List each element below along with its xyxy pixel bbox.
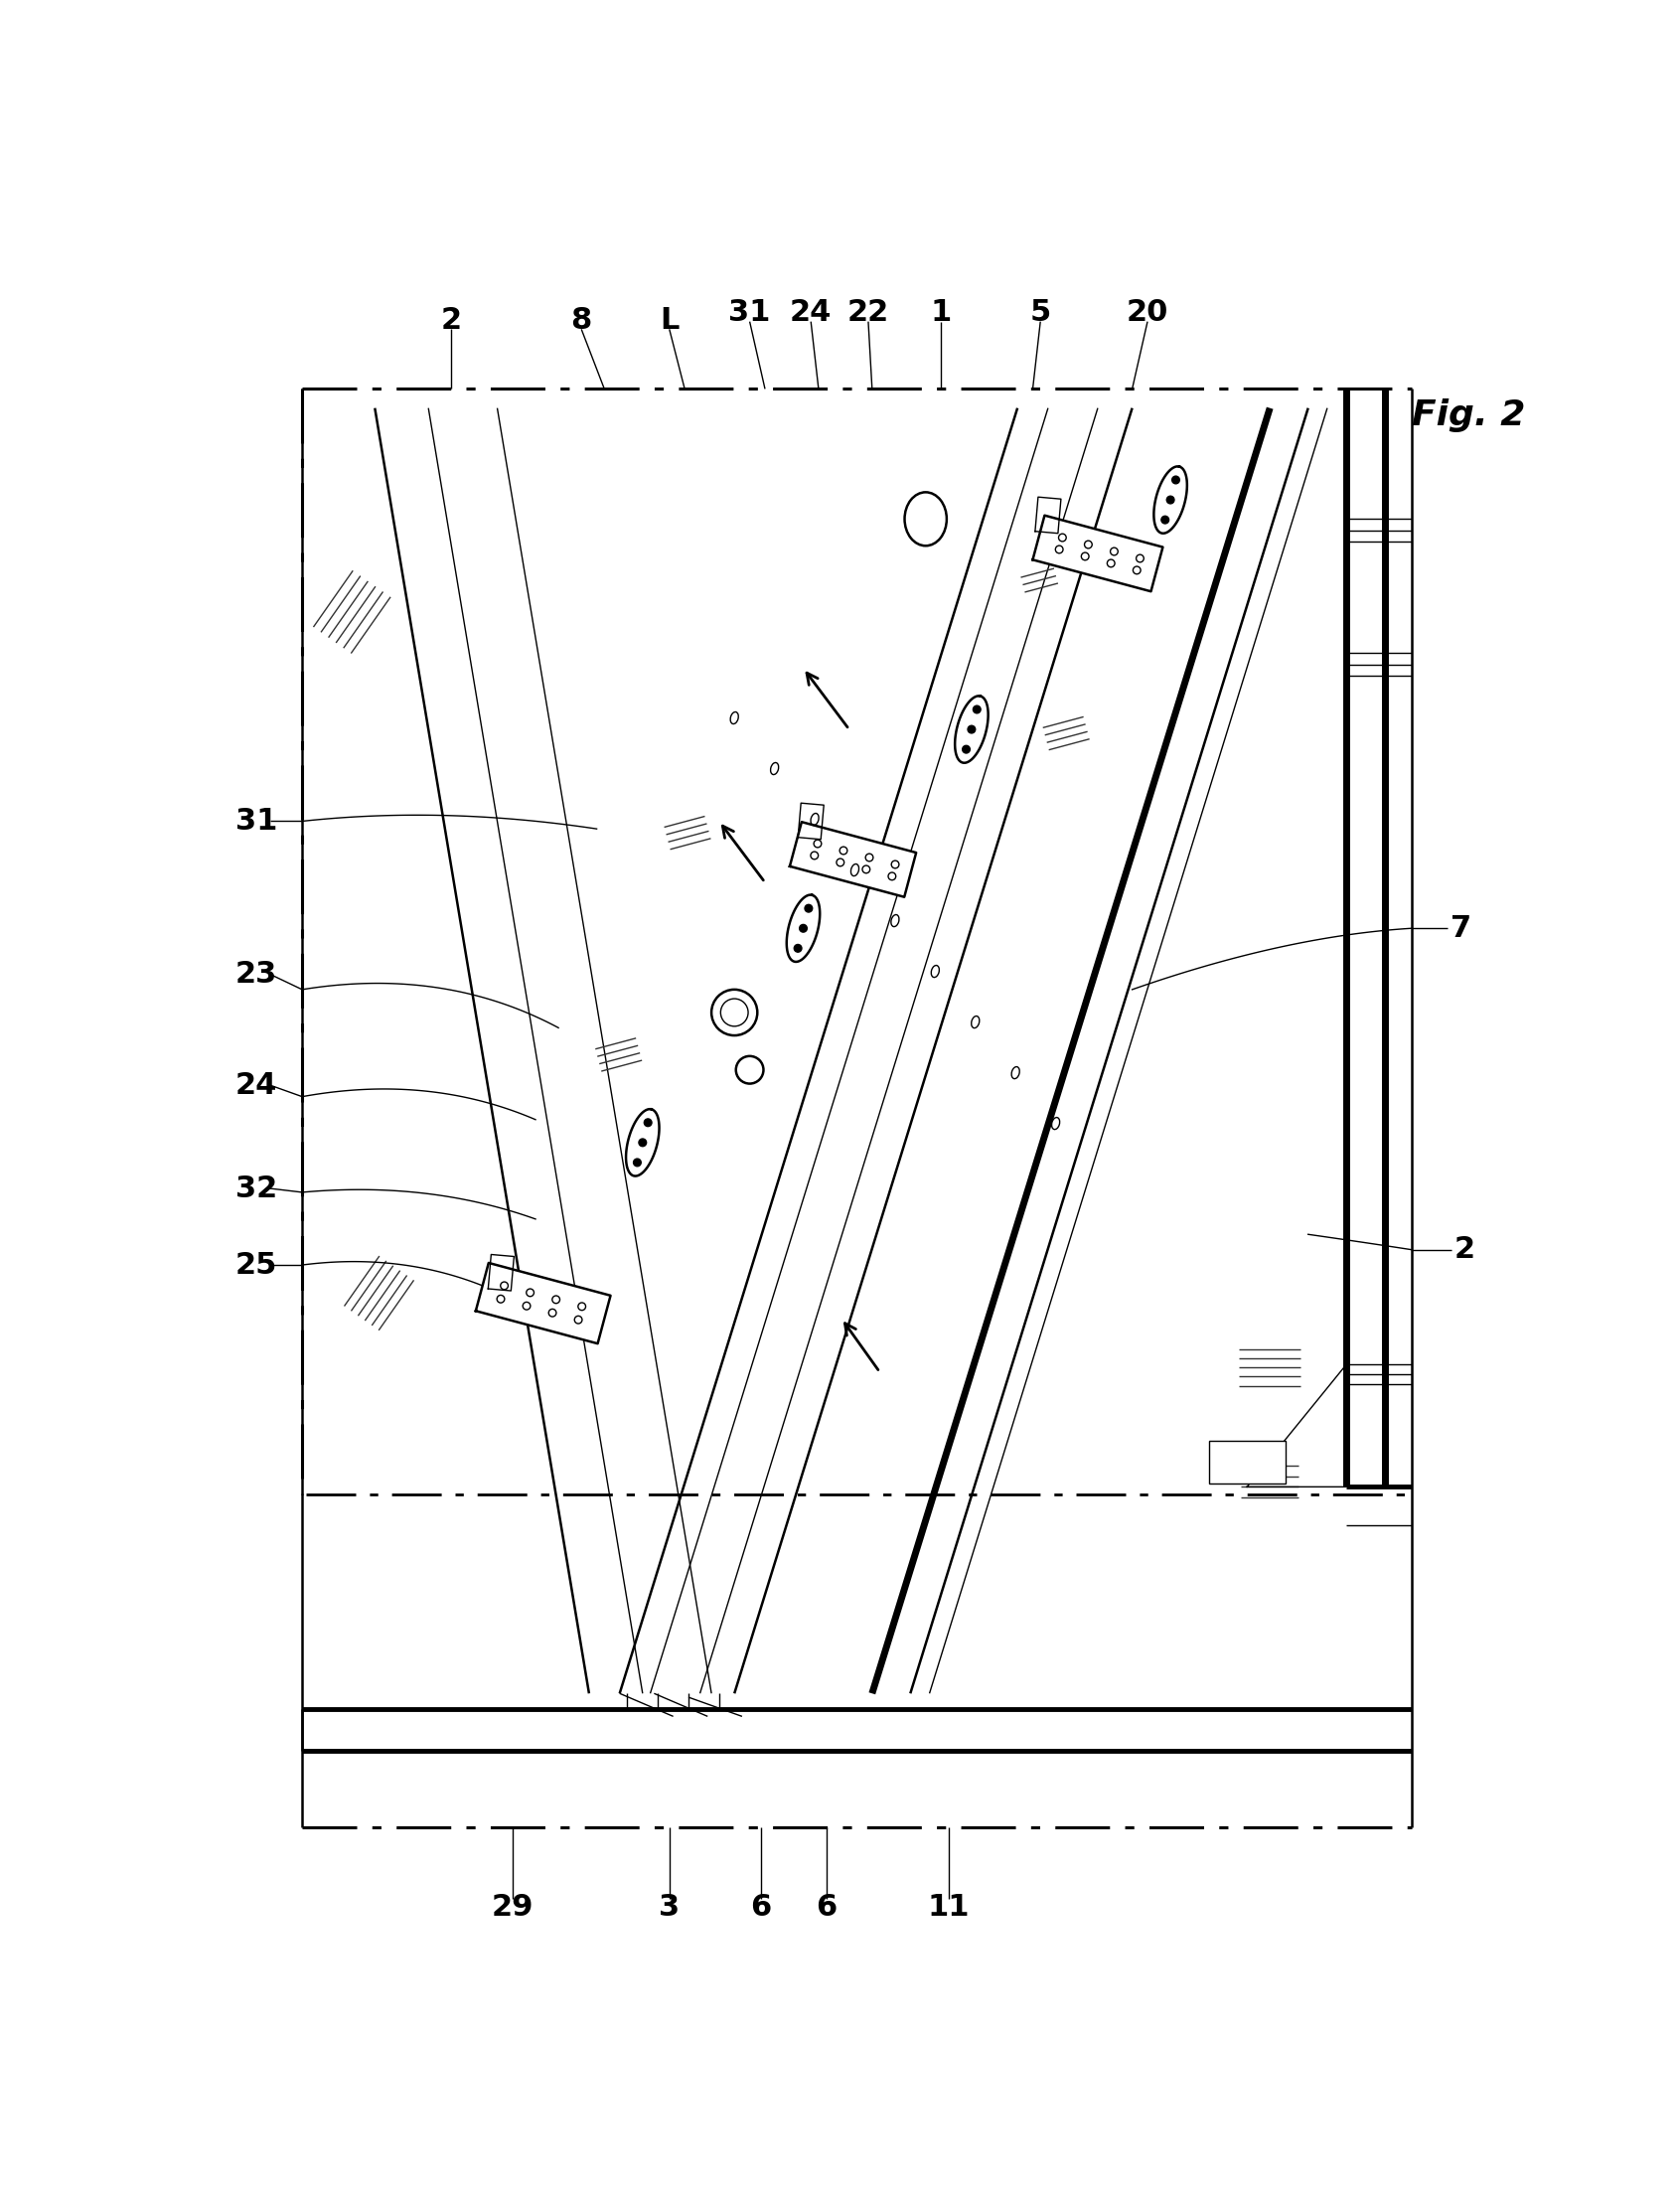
Text: 7: 7	[1450, 915, 1472, 943]
Polygon shape	[1033, 514, 1163, 591]
Polygon shape	[1035, 497, 1062, 534]
Polygon shape	[954, 696, 988, 762]
Circle shape	[1161, 517, 1169, 523]
Polygon shape	[1154, 466, 1188, 534]
Ellipse shape	[890, 915, 899, 926]
Ellipse shape	[731, 711, 739, 725]
Polygon shape	[475, 1263, 610, 1344]
Text: 6: 6	[751, 1893, 771, 1922]
Circle shape	[633, 1158, 642, 1167]
Circle shape	[1166, 497, 1174, 503]
Circle shape	[973, 705, 981, 714]
Text: 29: 29	[492, 1893, 534, 1922]
Text: 23: 23	[235, 959, 277, 989]
Circle shape	[800, 924, 806, 933]
Polygon shape	[489, 1254, 514, 1292]
Text: 20: 20	[1126, 298, 1169, 326]
Text: 22: 22	[847, 298, 889, 326]
Ellipse shape	[971, 1016, 979, 1029]
Text: 24: 24	[790, 298, 832, 326]
Ellipse shape	[850, 865, 858, 876]
Text: 31: 31	[235, 808, 277, 836]
Text: L: L	[660, 306, 679, 335]
Ellipse shape	[904, 493, 946, 545]
Text: 3: 3	[659, 1893, 680, 1922]
Text: Fig. 2: Fig. 2	[1411, 398, 1525, 433]
Ellipse shape	[1011, 1066, 1020, 1079]
Text: 2: 2	[1455, 1235, 1475, 1263]
Polygon shape	[798, 803, 823, 838]
Circle shape	[963, 746, 969, 753]
Polygon shape	[627, 1110, 659, 1175]
Text: 25: 25	[235, 1250, 277, 1278]
Text: 1: 1	[931, 298, 951, 326]
Ellipse shape	[811, 814, 818, 825]
Circle shape	[805, 904, 813, 913]
Circle shape	[638, 1138, 647, 1147]
Text: 5: 5	[1030, 298, 1052, 326]
Text: 24: 24	[235, 1070, 277, 1099]
Circle shape	[968, 725, 976, 733]
Text: 31: 31	[729, 298, 771, 326]
Ellipse shape	[931, 965, 939, 976]
Ellipse shape	[1052, 1116, 1060, 1130]
Circle shape	[795, 943, 801, 952]
Text: 2: 2	[440, 306, 462, 335]
Text: 6: 6	[815, 1893, 837, 1922]
Ellipse shape	[771, 762, 778, 775]
Text: 32: 32	[235, 1173, 277, 1204]
Circle shape	[1173, 475, 1179, 484]
Bar	[1208, 1440, 1285, 1482]
Polygon shape	[786, 895, 820, 961]
Polygon shape	[790, 821, 916, 897]
Text: 8: 8	[571, 306, 591, 335]
Text: 11: 11	[927, 1893, 969, 1922]
Circle shape	[643, 1119, 652, 1127]
